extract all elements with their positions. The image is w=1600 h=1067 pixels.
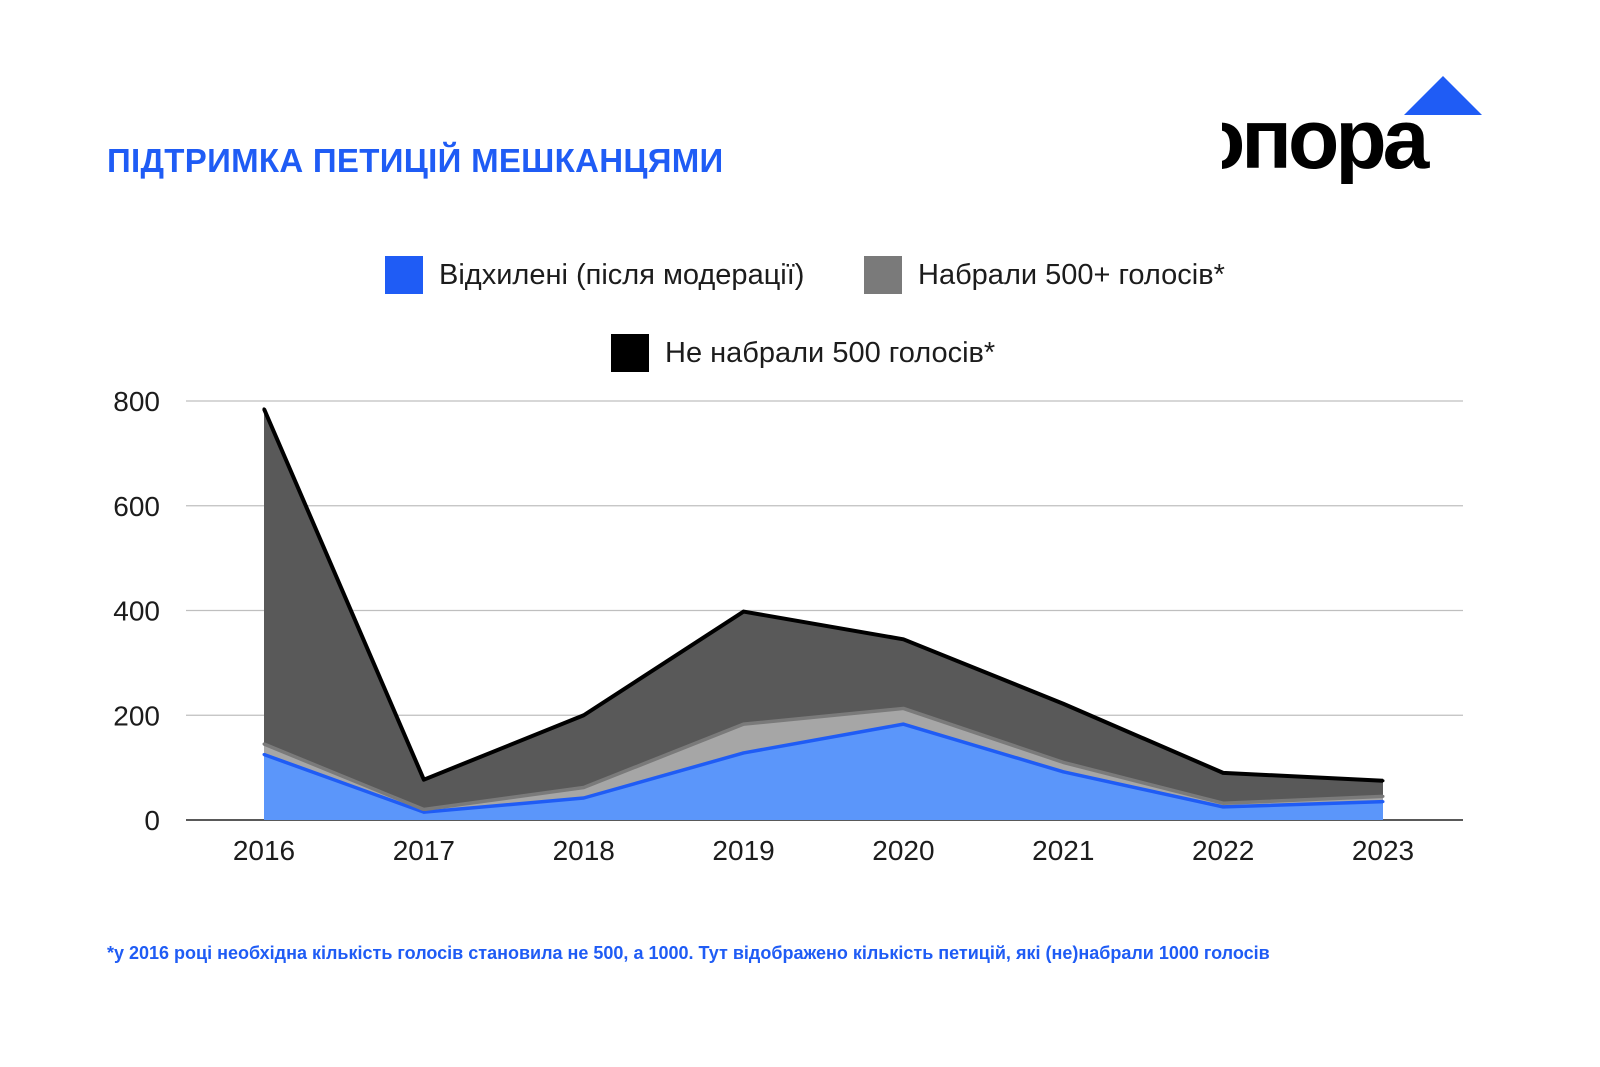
y-tick-label-400: 400 [113, 596, 160, 627]
point-under500-2019 [742, 610, 746, 614]
point-over500-2022 [1221, 801, 1225, 805]
x-tick-label-2020: 2020 [872, 835, 934, 866]
point-rejected-2019 [742, 751, 746, 755]
legend-label-under500: Не набрали 500 голосів* [665, 336, 996, 369]
x-tick-label-2017: 2017 [393, 835, 455, 866]
point-over500-2016 [262, 742, 266, 746]
point-rejected-2016 [262, 753, 266, 757]
x-tick-label-2021: 2021 [1032, 835, 1094, 866]
point-rejected-2017 [422, 810, 426, 814]
x-tick-label-2016: 2016 [233, 835, 295, 866]
point-over500-2023 [1381, 794, 1385, 798]
y-tick-label-800: 800 [113, 386, 160, 417]
x-tick-label-2023: 2023 [1352, 835, 1414, 866]
y-tick-label-0: 0 [144, 805, 160, 836]
line-rejected [263, 722, 1384, 814]
x-tick-label-2022: 2022 [1192, 835, 1254, 866]
logo-text: опора [1222, 92, 1431, 184]
footnote: *у 2016 році необхідна кількість голосів… [107, 943, 1270, 963]
point-rejected-2022 [1221, 805, 1225, 809]
x-tick-label-2019: 2019 [712, 835, 774, 866]
point-over500-2018 [582, 786, 586, 790]
point-rejected-2020 [901, 722, 905, 726]
legend-label-rejected: Відхилені (після модерації) [439, 258, 805, 291]
point-over500-2020 [901, 706, 905, 710]
y-tick-label-600: 600 [113, 491, 160, 522]
legend-swatch-over500 [864, 256, 902, 294]
legend-swatch-under500 [611, 334, 649, 372]
opora-logo: опора [1222, 76, 1482, 184]
line-under500 [262, 408, 1384, 783]
area-rejected [264, 724, 1383, 820]
point-under500-2021 [1061, 702, 1065, 706]
chart-title: ПІДТРИМКА ПЕТИЦІЙ МЕШКАНЦЯМИ [107, 142, 724, 179]
point-under500-2023 [1381, 779, 1385, 783]
point-under500-2018 [582, 713, 586, 717]
point-over500-2019 [742, 722, 746, 726]
point-rejected-2023 [1381, 800, 1385, 804]
legend-label-over500: Набрали 500+ голосів* [918, 258, 1225, 291]
point-rejected-2018 [582, 796, 586, 800]
legend-swatch-rejected [385, 256, 423, 294]
point-rejected-2021 [1061, 770, 1065, 774]
logo-triangle-icon [1404, 76, 1482, 115]
point-over500-2021 [1061, 760, 1065, 764]
area-under500 [264, 408, 1383, 810]
legend-item-rejected: Відхилені (після модерації) [385, 256, 804, 294]
point-under500-2016 [262, 407, 266, 411]
legend-item-over500: Набрали 500+ голосів* [864, 256, 1225, 294]
y-tick-label-200: 200 [113, 700, 160, 731]
x-tick-label-2018: 2018 [553, 835, 615, 866]
point-over500-2017 [422, 808, 426, 812]
point-under500-2022 [1221, 771, 1225, 775]
point-under500-2017 [422, 778, 426, 782]
line-over500 [263, 706, 1384, 812]
point-under500-2020 [901, 637, 905, 641]
legend-item-under500: Не набрали 500 голосів* [611, 334, 995, 372]
